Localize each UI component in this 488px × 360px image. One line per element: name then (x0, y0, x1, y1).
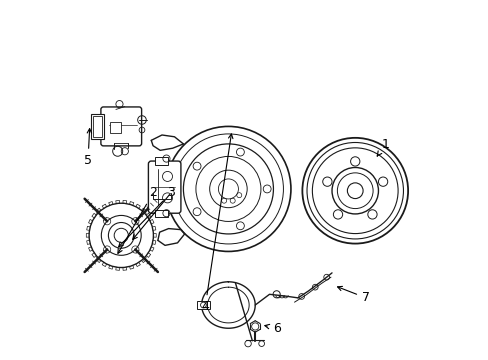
Text: 6: 6 (264, 322, 280, 335)
Text: 5: 5 (84, 129, 92, 167)
FancyBboxPatch shape (148, 161, 181, 213)
Bar (91, 114, 104, 139)
FancyBboxPatch shape (101, 107, 142, 146)
Text: 3: 3 (119, 186, 175, 247)
Text: 2: 2 (118, 186, 157, 253)
Circle shape (346, 183, 363, 199)
Bar (155, 157, 168, 165)
Bar (155, 210, 168, 217)
Bar (110, 122, 121, 133)
Text: 7: 7 (337, 286, 369, 305)
Bar (93, 116, 102, 137)
Bar (197, 301, 209, 309)
Text: 4: 4 (201, 134, 232, 313)
Text: 1: 1 (376, 138, 389, 156)
